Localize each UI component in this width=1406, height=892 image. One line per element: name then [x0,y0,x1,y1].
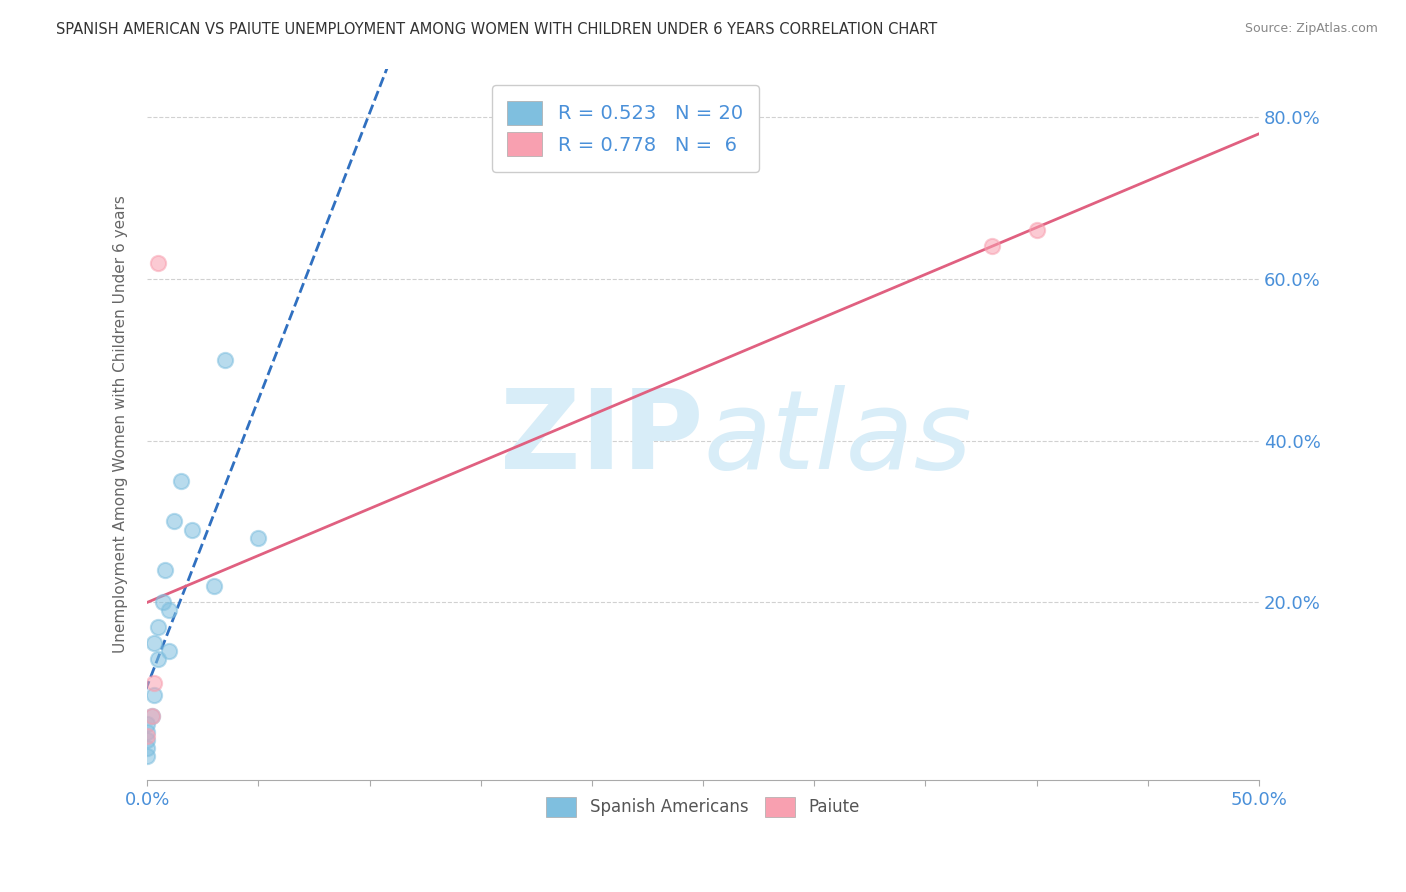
Point [169,474,191,488]
Point [153,563,176,577]
Point [180,523,202,537]
Point [142,676,165,690]
Point [136,729,159,743]
Text: atlas: atlas [703,385,972,492]
Y-axis label: Unemployment Among Women with Children Under 6 years: Unemployment Among Women with Children U… [114,195,128,653]
Point [142,689,165,703]
Legend: Spanish Americans, Paiute: Spanish Americans, Paiute [538,789,868,825]
Point [202,579,225,593]
Text: SPANISH AMERICAN VS PAIUTE UNEMPLOYMENT AMONG WOMEN WITH CHILDREN UNDER 6 YEARS : SPANISH AMERICAN VS PAIUTE UNEMPLOYMENT … [56,22,938,37]
Point [136,749,159,764]
Point [148,255,170,269]
Text: ZIP: ZIP [499,385,703,492]
Point [148,619,170,633]
Point [141,708,163,723]
Point [981,239,1004,253]
Point [152,595,174,609]
Point [141,708,163,723]
Point [136,724,159,739]
Point [136,732,159,747]
Point [136,716,159,731]
Point [157,603,180,617]
Point [247,531,270,545]
Point [163,515,186,529]
Point [148,652,170,666]
Point [136,741,159,756]
Point [142,636,165,650]
Point [1025,223,1047,237]
Point [157,644,180,658]
Text: Source: ZipAtlas.com: Source: ZipAtlas.com [1244,22,1378,36]
Point [214,352,236,367]
